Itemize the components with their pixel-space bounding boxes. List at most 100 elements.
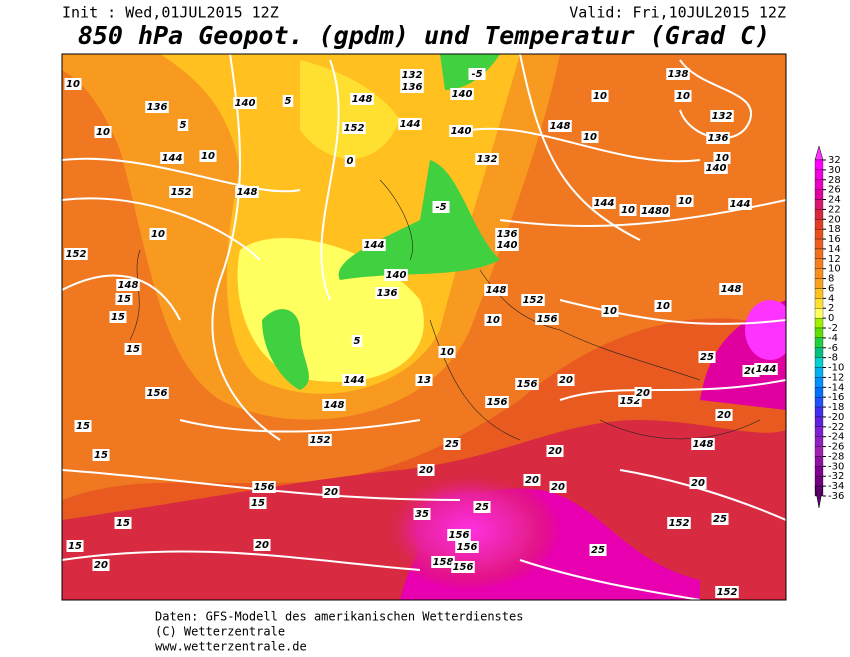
colorbar-arrow: [814, 145, 824, 161]
contour-label-box: [548, 120, 572, 132]
contour-label: 136: [708, 133, 729, 144]
contour-label: 10: [678, 196, 692, 207]
contour-label: 15: [116, 518, 130, 529]
contour-label-box: [322, 399, 346, 411]
colorbar-label: 4: [828, 293, 834, 304]
contour-label-box: [235, 186, 259, 198]
colorbar-swatch: [814, 476, 824, 487]
contour-label: -5: [471, 69, 482, 80]
colorbar-label: -6: [828, 343, 838, 354]
contour-label: 20: [324, 487, 338, 498]
contour-label-box: [706, 132, 730, 144]
colorbar-swatch: [814, 327, 824, 339]
contour-label: 20: [744, 366, 758, 377]
map-field: [62, 54, 786, 600]
contour-label-box: [674, 90, 692, 102]
colorbar-label: 16: [828, 234, 841, 245]
colorbar-label: -18: [828, 402, 844, 413]
contour-label-box: [177, 119, 189, 131]
contour-label: 20: [691, 478, 705, 489]
contour-label: 1480: [641, 206, 669, 217]
contour-label-box: [64, 248, 88, 260]
contour-label-box: [282, 95, 294, 107]
contour-label-box: [484, 314, 502, 326]
contour-label: 20: [548, 446, 562, 457]
colorbar-label: -14: [828, 382, 844, 393]
contour-label: 132: [477, 154, 498, 165]
contour-label-box: [667, 517, 691, 529]
contour-label-box: [715, 409, 733, 421]
contour-label-box: [592, 197, 616, 209]
contour-label: 144: [756, 364, 777, 375]
contour-label-box: [711, 513, 729, 525]
contour-label: 20: [717, 410, 731, 421]
contour-label-box: [450, 88, 474, 100]
colorbar-label: 20: [828, 214, 841, 225]
contour-label: 0: [347, 156, 354, 167]
contour-label: -5: [435, 202, 446, 213]
colorbar-label: -26: [828, 442, 844, 453]
contour-label-box: [109, 311, 127, 323]
contour-label: 10: [656, 301, 670, 312]
contour-label-box: [691, 438, 715, 450]
contour-label-box: [64, 78, 82, 90]
contour-label-box: [74, 420, 92, 432]
colorbar-label: 26: [828, 185, 841, 196]
contour-label: 15: [126, 344, 140, 355]
contour-label-box: [484, 284, 508, 296]
colorbar-swatch: [814, 466, 824, 477]
contour-label: 138: [668, 69, 689, 80]
contour-label: 10: [486, 315, 500, 326]
contour-label-box: [400, 81, 424, 93]
contour-label-box: [485, 396, 509, 408]
colorbar-label: 12: [828, 254, 841, 265]
colorbar-swatch: [814, 367, 824, 378]
contour-label-box: [253, 539, 271, 551]
colorbar-swatch: [814, 377, 824, 388]
contour-label: 156: [517, 379, 538, 390]
footer-line: (C) Wetterzentrale: [155, 625, 285, 639]
colorbar-label: -34: [828, 481, 844, 492]
contour-label-box: [698, 351, 716, 363]
contour-label-box: [415, 374, 433, 386]
colorbar-arrow: [814, 485, 824, 509]
colorbar-swatch: [814, 426, 824, 437]
contour-label-box: [351, 335, 363, 347]
contour-label: 156: [487, 397, 508, 408]
contour-label-box: [449, 125, 473, 137]
contour-label-box: [591, 90, 609, 102]
colorbar-swatch: [814, 446, 824, 457]
colorbar-swatch: [814, 357, 824, 368]
contour-label-box: [438, 346, 456, 358]
colorbar-swatch: [814, 209, 824, 220]
contour-label: 20: [559, 375, 573, 386]
contour-label: 152: [717, 587, 738, 598]
contour-label-box: [676, 195, 694, 207]
contour-label-box: [713, 152, 731, 164]
contour-label: 10: [583, 132, 597, 143]
contour-label: 5: [180, 120, 187, 131]
contour-label-box: [634, 387, 652, 399]
map-frame: [61, 53, 787, 601]
contour-label: 20: [525, 475, 539, 486]
contour-label: 148: [352, 94, 373, 105]
contour-label: 15: [117, 294, 131, 305]
contour-label-box: [654, 300, 672, 312]
colorbar-label: 8: [828, 274, 834, 285]
contour-label-box: [451, 561, 475, 573]
colorbar-swatch: [814, 278, 824, 289]
contour-label: 20: [94, 560, 108, 571]
contour-label-box: [160, 152, 184, 164]
contour-label: 140: [451, 126, 472, 137]
contour-label-box: [417, 464, 435, 476]
contour-label-box: [455, 541, 479, 553]
contour-label-box: [252, 481, 276, 493]
contour-label: 10: [593, 91, 607, 102]
contour-label-box: [601, 305, 619, 317]
contour-label-box: [535, 313, 559, 325]
contour-label: 136: [377, 288, 398, 299]
contour-label-box: [443, 438, 461, 450]
colorbar-label: -16: [828, 392, 844, 403]
init-time: Init : Wed,01JUL2015 12Z: [62, 4, 279, 22]
contour-label-box: [719, 283, 743, 295]
